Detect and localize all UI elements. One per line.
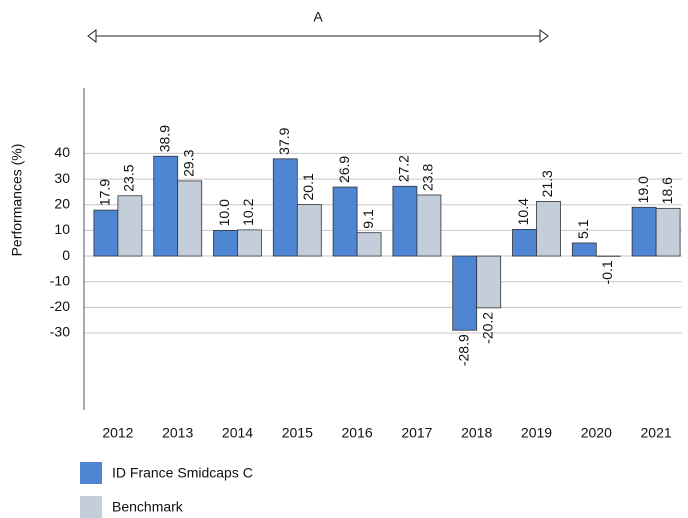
y-tick-label: 0: [62, 247, 70, 263]
x-tick-label: 2013: [162, 425, 193, 441]
value-label: 27.2: [396, 155, 412, 182]
value-label: 23.8: [420, 164, 436, 191]
value-label: 29.3: [180, 149, 196, 176]
x-tick-label: 2014: [222, 425, 253, 441]
y-tick-label: -30: [50, 324, 70, 340]
value-label: 10.2: [240, 198, 256, 225]
bar: [655, 207, 681, 257]
bar: [296, 204, 322, 257]
legend-label: ID France Smidcaps C: [112, 465, 253, 481]
bar: [213, 229, 238, 257]
value-label: 5.1: [575, 219, 591, 239]
value-label: 38.9: [156, 125, 172, 152]
bar: [93, 209, 119, 257]
bar: [237, 229, 262, 257]
x-tick-label: 2018: [461, 425, 492, 441]
value-label: 10.4: [515, 198, 531, 225]
bar: [177, 180, 203, 257]
y-axis-label: Performances (%): [9, 144, 25, 257]
value-label: 18.6: [659, 177, 675, 204]
value-label: 37.9: [276, 127, 292, 154]
bar: [631, 206, 657, 257]
x-tick-label: 2020: [581, 425, 612, 441]
bar: [452, 255, 478, 331]
value-label: 9.1: [360, 209, 376, 229]
value-label: -20.2: [479, 312, 495, 344]
value-label: 20.1: [300, 173, 316, 200]
value-label: -28.9: [455, 334, 471, 366]
x-tick-label: 2012: [102, 425, 133, 441]
x-tick-label: 2015: [282, 425, 313, 441]
bar: [117, 195, 143, 257]
bar: [512, 228, 537, 257]
annotation: A: [313, 9, 323, 25]
y-tick-label: 10: [54, 221, 70, 237]
x-tick-label: 2017: [401, 425, 432, 441]
bar: [416, 194, 442, 257]
value-label: -0.1: [599, 260, 615, 284]
legend-label: Benchmark: [112, 499, 184, 515]
value-label: 26.9: [336, 156, 352, 183]
y-tick-label: 30: [54, 170, 70, 186]
value-label: 21.3: [539, 170, 555, 197]
bar: [392, 185, 418, 257]
value-label: 23.5: [121, 164, 137, 191]
value-label: 19.0: [635, 176, 651, 203]
bar: [272, 158, 298, 257]
bar: [571, 242, 597, 257]
y-tick-label: -20: [50, 298, 70, 314]
bar: [536, 201, 561, 257]
bar: [356, 232, 382, 257]
y-tick-label: 20: [54, 195, 70, 211]
x-tick-label: 2019: [521, 425, 552, 441]
legend-swatch: [80, 496, 102, 518]
bar: [476, 255, 502, 309]
bar: [332, 186, 358, 257]
value-label: 10.0: [216, 199, 232, 226]
annotation-arrow: [87, 29, 549, 43]
x-tick-label: 2021: [641, 425, 672, 441]
legend-swatch: [80, 462, 102, 484]
y-tick-label: -10: [50, 272, 70, 288]
bar: [153, 155, 179, 257]
y-tick-label: 40: [54, 144, 70, 160]
x-tick-label: 2016: [342, 425, 373, 441]
value-label: 17.9: [97, 179, 113, 206]
